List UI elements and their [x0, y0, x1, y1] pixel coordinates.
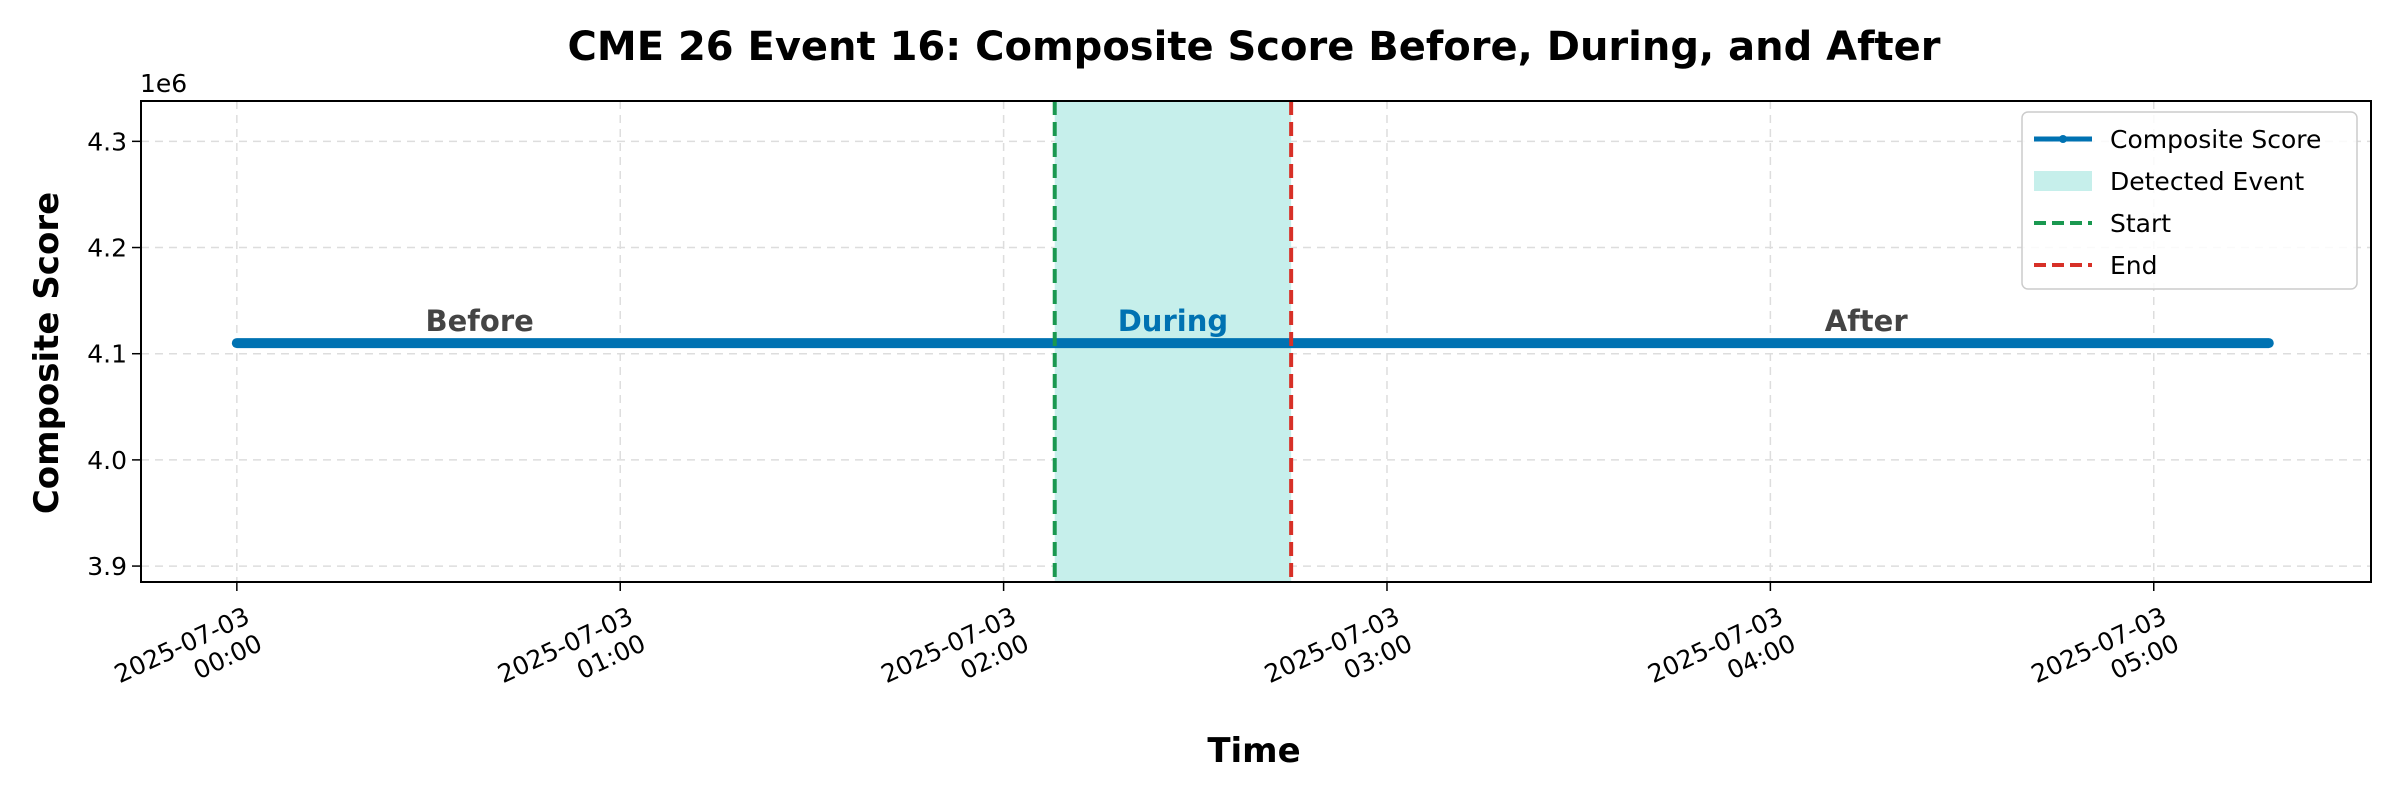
y-tick-label: 4.3 — [87, 127, 127, 156]
legend-composite-score: Composite Score — [2034, 125, 2321, 154]
chart-title: CME 26 Event 16: Composite Score Before,… — [568, 24, 1941, 70]
annotations: Before During After — [426, 304, 1909, 338]
y-tick-label: 4.0 — [87, 446, 127, 475]
annotation-during: During — [1118, 304, 1228, 338]
legend-swatch-marker — [2059, 135, 2067, 143]
legend-detected-event: Detected Event — [2034, 167, 2304, 196]
series-layer — [231, 101, 2274, 582]
legend-swatch-patch — [2034, 171, 2092, 191]
legend-label: Composite Score — [2110, 125, 2321, 154]
legend-label: End — [2110, 251, 2158, 280]
y-axis-ticks: 3.9 4.0 4.1 4.2 4.3 — [87, 127, 141, 581]
legend: Composite Score Detected Event Start End — [2021, 111, 2358, 290]
y-tick-label: 4.2 — [87, 234, 127, 263]
plot-frame — [140, 100, 2372, 583]
y-tick-label: 3.9 — [87, 552, 127, 581]
legend-label: Detected Event — [2110, 167, 2304, 196]
y-tick-label: 4.1 — [87, 340, 127, 369]
annotation-before: Before — [426, 304, 534, 338]
y-offset-label: 1e6 — [140, 69, 187, 98]
y-axis-label: Composite Score — [27, 192, 67, 514]
legend-label: Start — [2110, 209, 2171, 238]
x-axis-label: Time — [1207, 731, 1300, 771]
legend-box — [2021, 111, 2358, 290]
legend-end: End — [2034, 251, 2158, 280]
legend-start: Start — [2034, 209, 2171, 238]
annotation-after: After — [1825, 304, 1909, 338]
